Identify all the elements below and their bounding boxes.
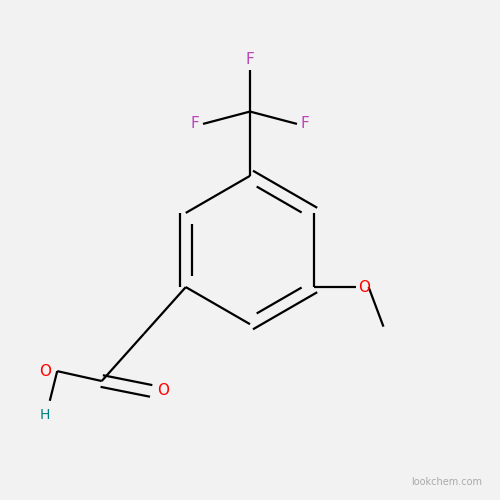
Text: F: F <box>190 116 199 132</box>
Text: F: F <box>246 52 254 67</box>
Text: O: O <box>358 280 370 294</box>
Text: O: O <box>157 384 169 398</box>
Text: O: O <box>40 364 52 378</box>
Text: lookchem.com: lookchem.com <box>412 478 482 488</box>
Text: F: F <box>301 116 310 132</box>
Text: H: H <box>40 408 50 422</box>
